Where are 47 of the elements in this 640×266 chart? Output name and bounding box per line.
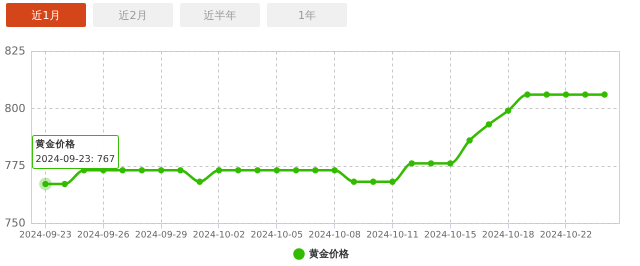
point bbox=[466, 137, 473, 144]
x-tick-label: 2024-09-29 bbox=[134, 230, 188, 240]
point bbox=[292, 167, 300, 174]
point bbox=[601, 91, 608, 98]
point bbox=[504, 107, 512, 114]
point bbox=[562, 91, 570, 98]
point bbox=[235, 167, 242, 174]
point bbox=[544, 91, 550, 98]
point bbox=[138, 167, 146, 174]
point bbox=[582, 91, 588, 98]
text: 近2月 bbox=[93, 3, 173, 27]
point bbox=[216, 167, 222, 174]
text: 近1月 bbox=[6, 3, 86, 27]
annotation: 黄金价格 2024-09-23: 767 bbox=[34, 138, 116, 166]
x-tick-label: 2024-10-22 bbox=[540, 230, 592, 240]
point bbox=[177, 167, 184, 174]
text: 近半年 bbox=[180, 3, 260, 27]
x-tick-label: 2024-10-05 bbox=[250, 230, 303, 240]
point bbox=[350, 178, 358, 185]
point bbox=[331, 167, 338, 174]
y-tick-label: 825 bbox=[4, 44, 26, 58]
point bbox=[196, 178, 203, 185]
text: 1年 bbox=[267, 3, 347, 27]
point bbox=[254, 167, 261, 174]
x-tick-label: 2024-10-02 bbox=[192, 230, 246, 240]
point bbox=[486, 121, 492, 128]
point bbox=[389, 178, 396, 185]
point bbox=[62, 180, 68, 188]
x-tick-label: 2024-10-11 bbox=[366, 230, 419, 240]
point bbox=[119, 167, 126, 174]
x-tick-label: 2024-09-26 bbox=[77, 230, 130, 240]
point bbox=[274, 167, 280, 174]
legend-label: 黄金价格 bbox=[308, 248, 350, 260]
y-tick-label: 750 bbox=[4, 216, 26, 230]
y-tick-label: 800 bbox=[4, 102, 26, 115]
point bbox=[408, 160, 415, 167]
point bbox=[370, 178, 376, 185]
x-tick-label: 2024-10-08 bbox=[308, 230, 362, 240]
point bbox=[447, 160, 454, 167]
point bbox=[428, 160, 434, 167]
x-tick-label: 2024-09-23 bbox=[19, 230, 72, 240]
x-tick-label: 2024-10-18 bbox=[482, 230, 535, 240]
x-tick-label: 2024-10-15 bbox=[424, 230, 476, 240]
point bbox=[158, 167, 164, 174]
y-tick-label: 775 bbox=[4, 159, 26, 172]
point bbox=[312, 167, 319, 174]
point bbox=[524, 91, 531, 98]
